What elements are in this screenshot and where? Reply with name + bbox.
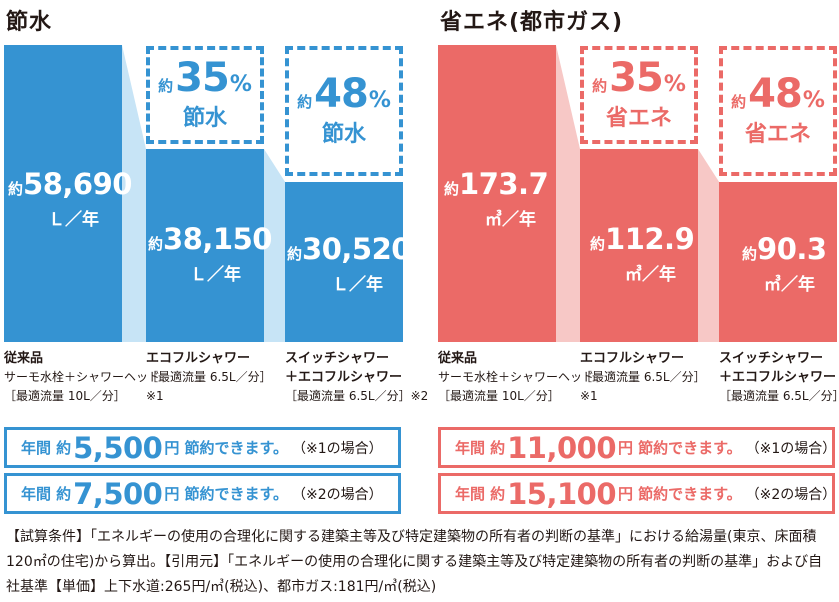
unit-water-ecofull: Ｌ／年 — [190, 265, 241, 285]
callout-water-35: 約 35% 節水 — [146, 46, 264, 144]
bar-energy-conventional — [438, 45, 556, 342]
label-water-conventional: 従来品 サーモ水栓＋シャワーヘッド ［最適流量 10L／分］ — [4, 351, 161, 403]
callout-water-48: 約 48% 節水 — [285, 46, 403, 176]
bar-water-conventional — [4, 45, 122, 342]
label-energy-conventional: 従来品 サーモ水栓＋シャワーヘッド ［最適流量 10L／分］ — [438, 351, 595, 403]
bar-energy-switch — [719, 182, 837, 342]
label-water-switch: スイッチシャワー ＋エコフルシャワー ［最適流量 6.5L／分］※2 — [285, 351, 429, 403]
savings-energy-2: 年間 約 15,100 円 節約できます。 （※2の場合） — [438, 473, 836, 514]
value-energy-ecofull: 約112.9 — [590, 222, 695, 256]
connector-energy-2 — [698, 149, 719, 342]
value-energy-conventional: 約173.7 — [444, 167, 549, 201]
connector-water-2 — [264, 149, 285, 342]
callout-energy-35: 約 35% 省エネ — [580, 46, 698, 144]
callout-energy-48: 約 48% 省エネ — [719, 46, 837, 176]
unit-energy-conventional: ㎥／年 — [485, 210, 536, 230]
unit-energy-switch: ㎥／年 — [764, 275, 815, 295]
bar-water-switch — [285, 182, 403, 342]
bar-energy-ecofull — [580, 149, 698, 342]
unit-energy-ecofull: ㎥／年 — [625, 265, 676, 285]
connector-energy-1 — [556, 45, 580, 342]
unit-water-switch: Ｌ／年 — [332, 275, 383, 295]
savings-water-2: 年間 約 7,500 円 節約できます。 （※2の場合） — [4, 473, 401, 514]
savings-energy-1: 年間 約 11,000 円 節約できます。 （※1の場合） — [438, 427, 836, 468]
footnote: 【試算条件】「エネルギーの使用の合理化に関する建築主等及び特定建築物の所有者の判… — [6, 529, 823, 595]
savings-water-1: 年間 約 5,500 円 節約できます。 （※1の場合） — [4, 427, 401, 468]
panel-title-energy: 省エネ(都市ガス) — [440, 10, 624, 35]
panel-title-water: 節水 — [6, 10, 53, 35]
label-energy-switch: スイッチシャワー ＋エコフルシャワー ［最適流量 6.5L／分］※2 — [719, 351, 839, 403]
label-energy-ecofull: エコフルシャワー ［最適流量 6.5L／分］ ※1 — [580, 351, 706, 403]
value-water-ecofull: 約38,150 — [148, 222, 272, 256]
label-water-ecofull: エコフルシャワー ［最適流量 6.5L／分］ ※1 — [146, 351, 272, 403]
unit-water-conventional: Ｌ／年 — [48, 210, 99, 230]
value-water-switch: 約30,520 — [287, 232, 411, 266]
bar-water-ecofull — [146, 149, 264, 342]
value-water-conventional: 約58,690 — [8, 167, 132, 201]
value-energy-switch: 約90.3 — [742, 232, 827, 266]
